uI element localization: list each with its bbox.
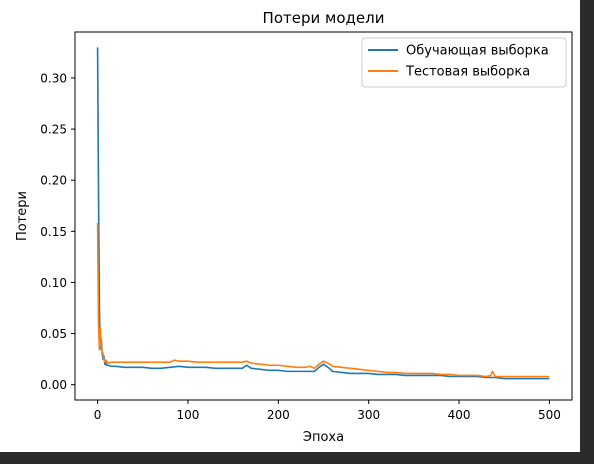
figure: 0 100 200 300 400 500 0.00 0.05 0.10 0.15 0.20 0.25…	[0, 0, 580, 452]
x-tick-label: 400	[448, 408, 471, 422]
y-axis-label: Потери	[15, 191, 30, 241]
plot-area	[75, 32, 572, 400]
x-tick-label: 500	[538, 408, 561, 422]
x-tick-label: 300	[357, 408, 380, 422]
series-layer	[96, 47, 550, 380]
tick-layer: 0 100 200 300 400 500 0.00 0.05 0.10 0.15 0.20 0.25…	[40, 72, 561, 423]
y-tick-label: 0.25	[40, 123, 67, 137]
axes-frame	[74, 31, 573, 401]
y-tick-label: 0.20	[40, 174, 67, 188]
chart-title: Потери модели	[263, 9, 385, 27]
y-tick-label: 0.15	[40, 225, 67, 239]
legend-box	[361, 37, 567, 88]
y-tick-label: 0.10	[40, 276, 67, 290]
x-tick-label: 0	[94, 408, 102, 422]
x-tick-label: 100	[177, 408, 200, 422]
y-tick-label: 0.05	[40, 327, 67, 341]
legend: Обучающая выборка Тестовая выборка	[361, 37, 567, 88]
loss-chart: 0 100 200 300 400 500 0.00 0.05 0.10 0.15 0.20 0.25…	[15, 9, 573, 445]
legend-train-label: Обучающая выборка	[406, 44, 549, 59]
legend-test-label: Тестовая выборка	[405, 65, 530, 80]
x-tick-label: 200	[267, 408, 290, 422]
y-tick-label: 0.00	[40, 378, 67, 392]
y-tick-label: 0.30	[40, 72, 67, 86]
series-line-1	[96, 223, 550, 378]
x-axis-label: Эпоха	[303, 430, 344, 445]
series-line-0	[96, 47, 550, 380]
